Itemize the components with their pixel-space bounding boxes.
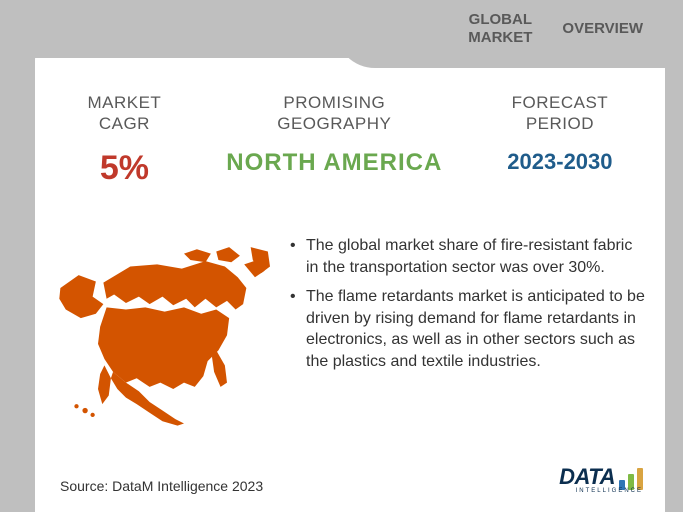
bullet-item: The global market share of fire-resistan…	[290, 235, 645, 278]
stat-value-geo: NORTH AMERICA	[226, 149, 442, 177]
header-col-overview: OVERVIEW	[562, 20, 643, 38]
header-text: MARKET	[468, 29, 532, 47]
logo-text: DATA	[559, 464, 615, 490]
stat-label: MARKET	[87, 92, 161, 113]
stat-label: PERIOD	[507, 113, 612, 134]
logo-bars-icon	[619, 468, 643, 490]
stat-cagr: MARKET CAGR 5%	[87, 92, 161, 188]
stat-label: GEOGRAPHY	[226, 113, 442, 134]
stat-value-cagr: 5%	[87, 149, 161, 188]
header-text: GLOBAL	[468, 11, 532, 29]
bullet-item: The flame retardants market is anticipat…	[290, 286, 645, 372]
stat-label: PROMISING	[226, 92, 442, 113]
stats-row: MARKET CAGR 5% PROMISING GEOGRAPHY NORTH…	[35, 92, 665, 188]
north-america-map-icon	[55, 235, 270, 433]
stat-value-period: 2023-2030	[507, 149, 612, 175]
body-row: The global market share of fire-resistan…	[55, 235, 645, 433]
header: GLOBAL MARKET OVERVIEW	[0, 0, 683, 58]
stat-forecast-period: FORECAST PERIOD 2023-2030	[507, 92, 612, 175]
bullet-list: The global market share of fire-resistan…	[290, 235, 645, 381]
footer: Source: DataM Intelligence 2023 DATA INT…	[60, 464, 643, 494]
stat-geography: PROMISING GEOGRAPHY NORTH AMERICA	[226, 92, 442, 177]
datam-logo: DATA INTELLIGENCE	[559, 464, 643, 494]
stat-label: CAGR	[87, 113, 161, 134]
stat-label: FORECAST	[507, 92, 612, 113]
header-col-global-market: GLOBAL MARKET	[468, 11, 532, 47]
source-text: Source: DataM Intelligence 2023	[60, 478, 263, 494]
